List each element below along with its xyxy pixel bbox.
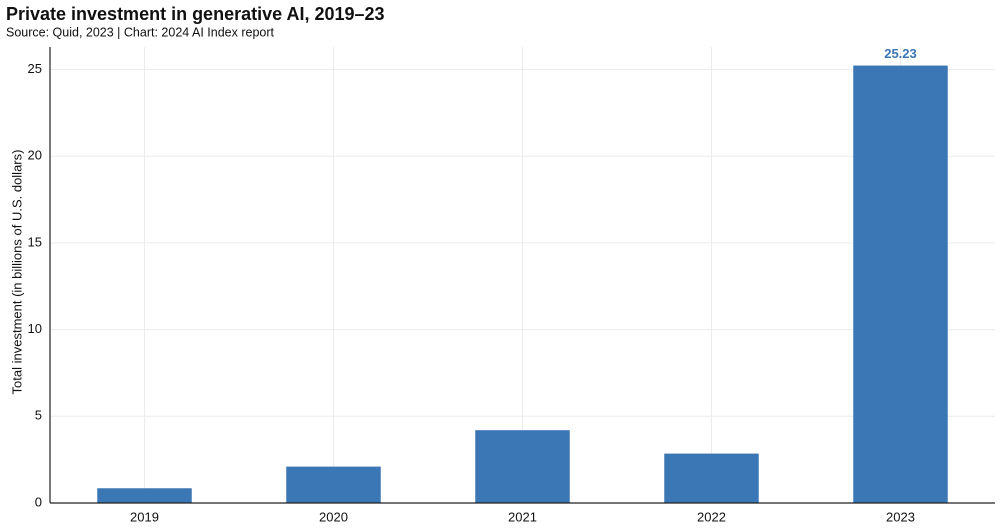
x-tick-label: 2020 xyxy=(319,509,348,524)
chart-title: Private investment in generative AI, 201… xyxy=(6,4,385,24)
y-tick-label: 0 xyxy=(35,494,42,509)
y-axis-label: Total investment (in billions of U.S. do… xyxy=(9,150,24,395)
chart-subtitle: Source: Quid, 2023 | Chart: 2024 AI Inde… xyxy=(6,25,275,39)
x-tick-label: 2023 xyxy=(886,509,915,524)
bar xyxy=(97,488,192,503)
bar xyxy=(664,453,759,503)
data-label: 25.23 xyxy=(884,46,917,61)
bar xyxy=(475,430,570,503)
bar xyxy=(286,466,381,503)
x-tick-label: 2022 xyxy=(697,509,726,524)
x-tick-label: 2019 xyxy=(130,509,159,524)
x-tick-label: 2021 xyxy=(508,509,537,524)
y-tick-label: 5 xyxy=(35,408,42,423)
bar xyxy=(853,65,948,503)
y-tick-label: 15 xyxy=(28,234,42,249)
y-tick-label: 10 xyxy=(28,321,42,336)
y-tick-label: 25 xyxy=(28,61,42,76)
y-tick-label: 20 xyxy=(28,148,42,163)
